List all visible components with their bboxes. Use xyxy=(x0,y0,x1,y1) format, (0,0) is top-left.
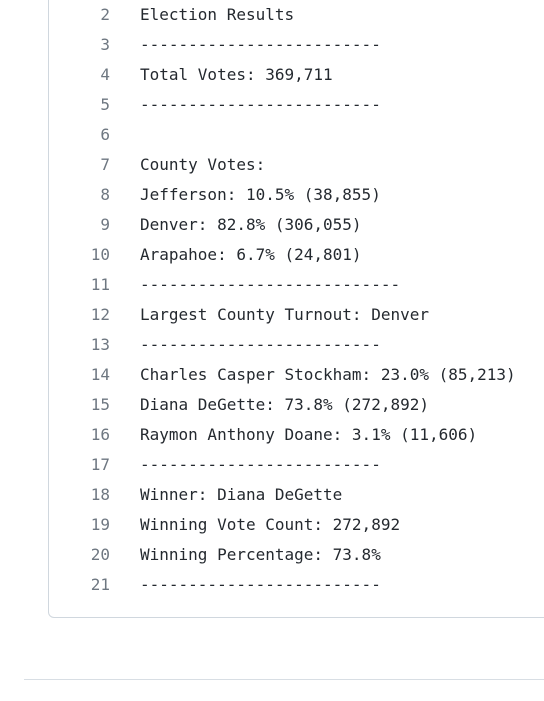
line-number[interactable]: 6 xyxy=(100,125,110,144)
line-number[interactable]: 7 xyxy=(100,155,110,174)
line-number[interactable]: 16 xyxy=(90,425,110,444)
line-content: Winning Vote Count: 272,892 xyxy=(140,515,401,534)
code-line: 18 Winner: Diana DeGette xyxy=(49,480,544,510)
code-line: 7 County Votes: xyxy=(49,150,544,180)
line-content: --------------------------- xyxy=(140,275,401,294)
line-number[interactable]: 20 xyxy=(90,545,110,564)
line-content: Arapahoe: 6.7% (24,801) xyxy=(140,245,362,264)
line-number[interactable]: 13 xyxy=(90,335,110,354)
line-content: Charles Casper Stockham: 23.0% (85,213) xyxy=(140,365,516,384)
line-number[interactable]: 14 xyxy=(90,365,110,384)
code-line: 3 ------------------------- xyxy=(49,30,544,60)
code-line: 9 Denver: 82.8% (306,055) xyxy=(49,210,544,240)
code-line: 2 Election Results xyxy=(49,0,544,30)
code-line: 15 Diana DeGette: 73.8% (272,892) xyxy=(49,390,544,420)
footer-divider xyxy=(24,679,544,680)
line-number[interactable]: 17 xyxy=(90,455,110,474)
line-content: ------------------------- xyxy=(140,95,381,114)
code-line: 11 --------------------------- xyxy=(49,270,544,300)
line-content: ------------------------- xyxy=(140,455,381,474)
code-line: 20 Winning Percentage: 73.8% xyxy=(49,540,544,570)
code-line: 16 Raymon Anthony Doane: 3.1% (11,606) xyxy=(49,420,544,450)
line-content: ------------------------- xyxy=(140,35,381,54)
line-number[interactable]: 10 xyxy=(90,245,110,264)
line-number[interactable]: 18 xyxy=(90,485,110,504)
code-line: 12 Largest County Turnout: Denver xyxy=(49,300,544,330)
code-line: 14 Charles Casper Stockham: 23.0% (85,213… xyxy=(49,360,544,390)
line-content: ------------------------- xyxy=(140,575,381,594)
line-number[interactable]: 12 xyxy=(90,305,110,324)
line-content: Denver: 82.8% (306,055) xyxy=(140,215,362,234)
line-number[interactable]: 2 xyxy=(100,5,110,24)
code-line: 21 ------------------------- xyxy=(49,570,544,600)
line-number[interactable]: 21 xyxy=(90,575,110,594)
code-line: 5 ------------------------- xyxy=(49,90,544,120)
code-line: 17 ------------------------- xyxy=(49,450,544,480)
line-content: County Votes: xyxy=(140,155,266,174)
code-line: 10 Arapahoe: 6.7% (24,801) xyxy=(49,240,544,270)
line-content: Diana DeGette: 73.8% (272,892) xyxy=(140,395,429,414)
line-content: Winner: Diana DeGette xyxy=(140,485,343,504)
line-content: Winning Percentage: 73.8% xyxy=(140,545,381,564)
line-content: Jefferson: 10.5% (38,855) xyxy=(140,185,381,204)
code-line: 19 Winning Vote Count: 272,892 xyxy=(49,510,544,540)
line-content: Largest County Turnout: Denver xyxy=(140,305,429,324)
line-content: Total Votes: 369,711 xyxy=(140,65,333,84)
line-number[interactable]: 19 xyxy=(90,515,110,534)
line-content: ------------------------- xyxy=(140,335,381,354)
line-number[interactable]: 3 xyxy=(100,35,110,54)
line-number[interactable]: 9 xyxy=(100,215,110,234)
line-number[interactable]: 11 xyxy=(90,275,110,294)
line-number[interactable]: 4 xyxy=(100,65,110,84)
line-content: Raymon Anthony Doane: 3.1% (11,606) xyxy=(140,425,478,444)
code-line: 4 Total Votes: 369,711 xyxy=(49,60,544,90)
line-content: Election Results xyxy=(140,5,295,24)
code-line: 8 Jefferson: 10.5% (38,855) xyxy=(49,180,544,210)
code-line: 13 ------------------------- xyxy=(49,330,544,360)
code-line: 6 xyxy=(49,120,544,150)
line-number[interactable]: 15 xyxy=(90,395,110,414)
line-number[interactable]: 5 xyxy=(100,95,110,114)
line-number[interactable]: 8 xyxy=(100,185,110,204)
